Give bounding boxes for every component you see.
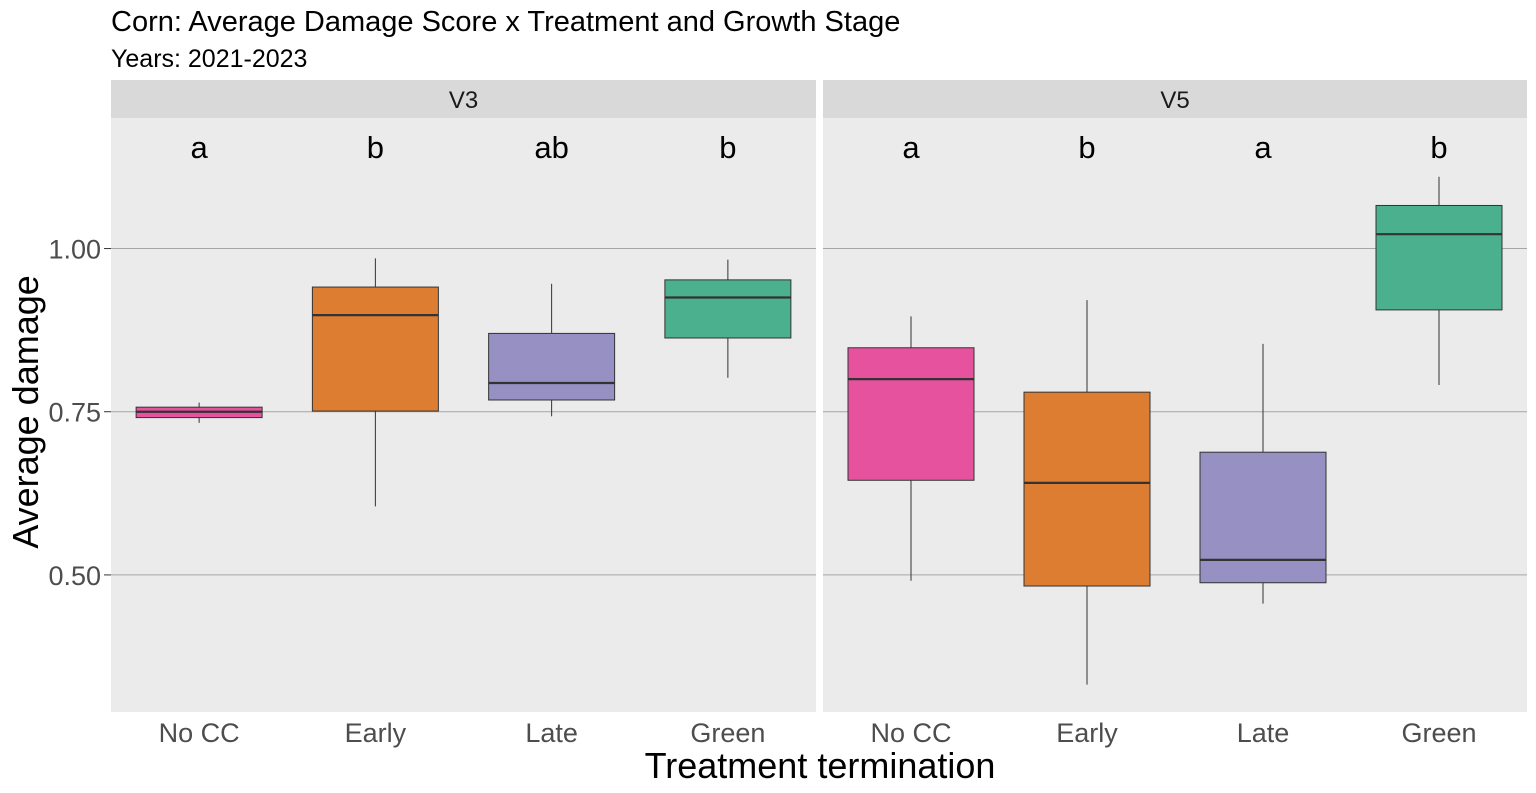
x-tick-label: Early xyxy=(345,718,407,748)
significance-letter: ab xyxy=(534,130,568,165)
y-tick-label: 0.75 xyxy=(48,398,101,428)
box-iqr xyxy=(1199,451,1327,584)
boxplot-green: b xyxy=(664,130,792,378)
x-tick-label: No CC xyxy=(159,718,240,748)
y-tick-label: 1.00 xyxy=(48,235,101,265)
significance-letter: b xyxy=(1430,130,1447,165)
boxplot-no-cc: a xyxy=(847,130,975,581)
strip-background xyxy=(823,80,1527,118)
x-tick-label: Late xyxy=(525,718,578,748)
boxplot-early: b xyxy=(311,130,439,507)
boxplot-late: ab xyxy=(488,130,616,417)
boxplot-late: a xyxy=(1199,130,1327,604)
x-axis-title: Treatment termination xyxy=(645,745,996,786)
box-iqr xyxy=(1023,391,1151,587)
significance-letter: a xyxy=(1254,130,1272,165)
strip-label: V5 xyxy=(1160,87,1189,114)
significance-letter: b xyxy=(1078,130,1095,165)
y-axis: 0.50 0.75 1.00 xyxy=(48,235,111,591)
x-tick-label: No CC xyxy=(870,718,951,748)
significance-letter: a xyxy=(902,130,920,165)
x-tick-label: Green xyxy=(1401,718,1476,748)
box-iqr xyxy=(488,332,616,401)
significance-letter: a xyxy=(191,130,209,165)
facet-panel-v5: V5 a No CC b Early a Late b Green xyxy=(823,80,1527,748)
boxplot-green: b xyxy=(1375,130,1503,385)
significance-letter: b xyxy=(719,130,736,165)
facet-panel-v3: V3 a No CC b Early ab Late b Green xyxy=(111,80,816,748)
box-iqr xyxy=(311,286,439,412)
significance-letter: b xyxy=(367,130,384,165)
boxplot-no-cc: a xyxy=(135,130,263,423)
chart-subtitle: Years: 2021-2023 xyxy=(111,45,307,73)
box-iqr xyxy=(847,347,975,481)
strip-label: V3 xyxy=(449,87,478,114)
y-tick-label: 0.50 xyxy=(48,561,101,591)
x-tick-label: Early xyxy=(1056,718,1118,748)
boxplot-early: b xyxy=(1023,130,1151,685)
x-tick-label: Late xyxy=(1237,718,1290,748)
y-axis-title: Average damage xyxy=(5,275,46,549)
chart-title: Corn: Average Damage Score x Treatment a… xyxy=(111,6,900,38)
x-tick-label: Green xyxy=(690,718,765,748)
strip-background xyxy=(111,80,816,118)
box-iqr xyxy=(1375,204,1503,311)
box-iqr xyxy=(664,279,792,339)
